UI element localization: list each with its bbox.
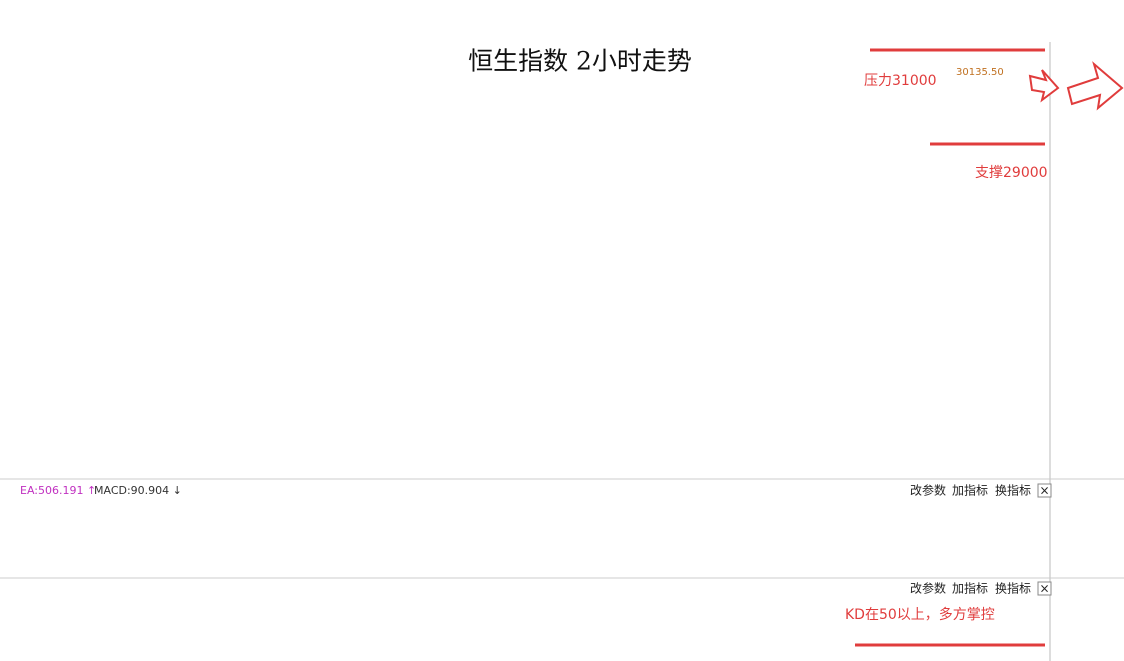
arrow-icon xyxy=(1066,61,1124,111)
button[interactable]: 换指标 xyxy=(995,581,1031,596)
support-label: 支撑29000 xyxy=(975,165,1048,181)
button[interactable]: 加指标 xyxy=(952,581,988,596)
close-button[interactable]: × xyxy=(1039,582,1049,596)
close-box[interactable] xyxy=(1037,483,1052,498)
chart-title: 恒生指数 2小时走势 xyxy=(468,47,692,76)
resistance-label: 压力31000 xyxy=(864,73,937,89)
high-label: 30135.50 xyxy=(956,67,1004,78)
button[interactable]: 换指标 xyxy=(995,483,1031,498)
macd-header: MACD:90.904 ↓ xyxy=(94,484,182,497)
close-box[interactable] xyxy=(1037,581,1052,596)
frame xyxy=(0,42,1124,661)
button[interactable]: 改参数 xyxy=(910,581,946,596)
kd-annotation: KD在50以上，多方掌控 xyxy=(845,606,995,623)
macd-header: EA:506.191 ↑ xyxy=(20,484,96,497)
arrow-icon xyxy=(1028,69,1060,103)
button[interactable]: 加指标 xyxy=(952,483,988,498)
text-layer: 恒生指数 2小时走势 压力31000 支撑29000 30135.50 EA:5… xyxy=(20,47,1124,647)
close-button[interactable]: × xyxy=(1039,484,1049,498)
button[interactable]: 改参数 xyxy=(910,483,946,498)
